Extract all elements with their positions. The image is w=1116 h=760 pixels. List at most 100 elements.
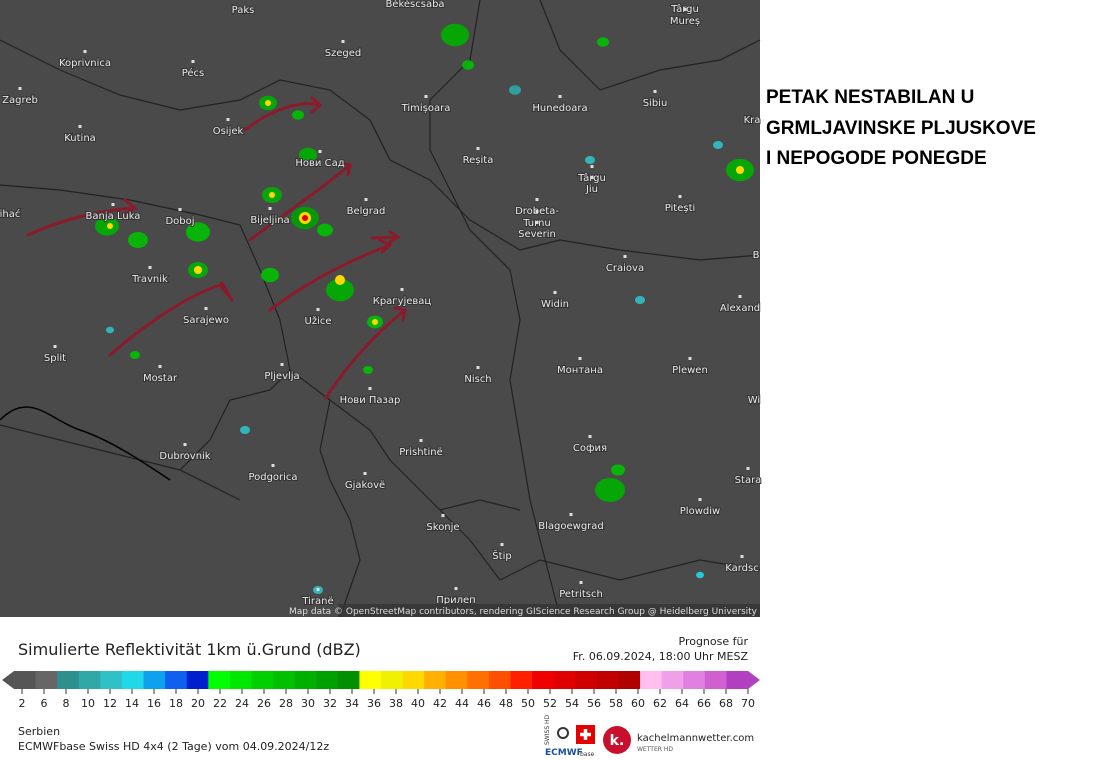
city-label: Belgrad (347, 206, 386, 217)
colorbar-tick-label: 16 (147, 697, 161, 710)
city-dot (271, 464, 275, 467)
city-dot (553, 291, 557, 294)
colorbar-cell (143, 671, 166, 689)
city-label: Timișoara (401, 103, 451, 114)
colorbar-tick-label: 32 (323, 697, 337, 710)
colorbar-cell (273, 671, 296, 689)
forecast-time: Fr. 06.09.2024, 18:00 Uhr MESZ (573, 650, 749, 663)
city-label: Pécs (182, 67, 205, 79)
city-dot (579, 581, 583, 584)
city-dot (363, 472, 367, 475)
colorbar-cell (704, 671, 727, 689)
radar-echo (240, 426, 250, 434)
radar-echo (595, 478, 625, 502)
city-dot (226, 118, 230, 121)
radar-echo (635, 296, 645, 304)
colorbar-tick-label: 2 (19, 697, 26, 710)
radar-echo (585, 156, 595, 164)
city-label: Blagoewgrad (538, 521, 604, 532)
map-background (0, 0, 760, 617)
city-dot (18, 87, 22, 90)
city-dot (476, 147, 480, 150)
city-label: ihać (0, 208, 20, 220)
radar-core (372, 319, 378, 325)
city-label: Alexand (720, 303, 760, 314)
city-label: Békéscsaba (385, 0, 444, 10)
colorbar-cell (294, 671, 317, 689)
city-label: Podgorica (248, 472, 297, 483)
radar-echo (441, 23, 469, 47)
city-label: Kutina (64, 133, 96, 144)
city-dot (476, 366, 480, 369)
city-label: Plowdiw (680, 506, 720, 517)
colorbar-cell (510, 671, 533, 689)
city-label: Крагујевац (373, 295, 432, 307)
city-dot (183, 443, 187, 446)
city-label: Craiova (606, 263, 644, 274)
colorbar-cell (683, 671, 706, 689)
city-label: Paks (232, 5, 255, 16)
colorbar-tick-label: 54 (565, 697, 579, 710)
radar-echo (292, 110, 304, 120)
colorbar-tick-label: 6 (41, 697, 48, 710)
colorbar-cell (575, 671, 598, 689)
radar-echo (326, 278, 354, 302)
colorbar-tick-label: 14 (125, 697, 139, 710)
city-label: Travnik (131, 274, 168, 285)
city-dot (204, 307, 208, 310)
city-label: Banja Luka (86, 211, 141, 222)
colorbar-tick-label: 52 (543, 697, 557, 710)
city-label: Sarajewo (183, 315, 229, 326)
radar-core (335, 275, 345, 285)
colorbar-end (748, 671, 760, 689)
colorbar: 2 6 8 10 12 14 16 18 20 22 24 26 28 30 32 34 36 38 40 42 44 4… (14, 671, 760, 710)
city-label: Stara (735, 475, 762, 486)
colorbar-tick-label: 44 (455, 697, 469, 710)
radar-echo (713, 141, 723, 149)
city-dot (678, 195, 682, 198)
city-dot (78, 125, 82, 128)
colorbar-tick-label: 38 (389, 697, 403, 710)
colorbar-tick-label: 12 (103, 697, 117, 710)
attribution: Map data © OpenStreetMap contributors, r… (289, 607, 758, 617)
city-dot (698, 498, 702, 501)
city-dot (740, 555, 744, 558)
colorbar-cell (618, 671, 641, 689)
swiss-logo-text: SWISS HD (544, 714, 551, 745)
radar-echo (186, 222, 210, 242)
city-dot (558, 95, 562, 98)
city-label: Нови Сад (295, 158, 344, 169)
radar-echo (509, 85, 521, 95)
colorbar-tick-label: 66 (697, 697, 711, 710)
city-dot (178, 208, 182, 211)
ecmwf-base: base (580, 751, 595, 758)
city-dot (341, 40, 345, 43)
colorbar-cell (661, 671, 684, 689)
headline: I NEPOGODE PONEGDE (766, 148, 987, 169)
colorbar-cell (359, 671, 382, 689)
city-dot (83, 50, 87, 53)
city-dot (148, 266, 152, 269)
colorbar-cell (402, 671, 425, 689)
city-label: Severin (518, 229, 556, 240)
radar-echo (363, 366, 373, 374)
city-dot (316, 308, 320, 311)
city-label: Widin (541, 299, 569, 310)
colorbar-cell (35, 671, 58, 689)
forecast-label: Prognose für (679, 635, 749, 648)
city-labels: PaksBékéscsabaTârguMureșKoprivnicaPécsSz… (0, 0, 762, 608)
region: Serbien (18, 725, 60, 738)
radar-echoes (95, 23, 754, 594)
radar-echo (130, 351, 140, 359)
colorbar-cell (467, 671, 490, 689)
city-label: Нови Пазар (340, 395, 401, 406)
colorbar-cell (640, 671, 663, 689)
city-dot (280, 363, 284, 366)
legend-title: Simulierte Reflektivität 1km ü.Grund (dB… (18, 640, 361, 659)
radar-core (302, 215, 308, 221)
colorbar-tick-label: 60 (631, 697, 645, 710)
colorbar-tick-label: 50 (521, 697, 535, 710)
city-label: Sibiu (643, 98, 668, 109)
city-label: Mostar (143, 373, 178, 384)
radar-echo (696, 571, 704, 579)
